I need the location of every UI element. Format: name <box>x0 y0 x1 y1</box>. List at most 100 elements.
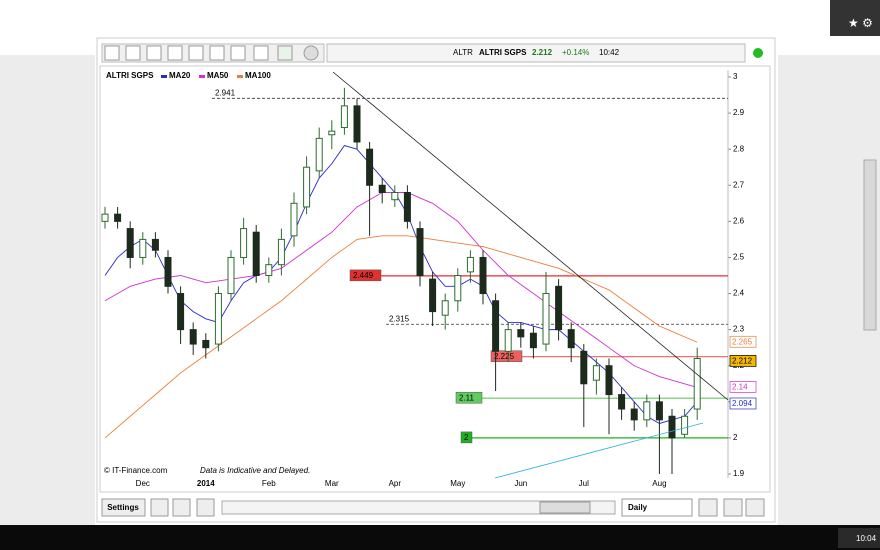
taskbar <box>0 525 880 550</box>
level-tag <box>349 269 382 282</box>
price-tag-label: 2.094 <box>732 399 753 408</box>
y-tick-label: 2.4 <box>733 289 745 298</box>
quote-box <box>326 43 746 63</box>
help-button[interactable] <box>303 45 319 61</box>
candle-body <box>240 228 248 258</box>
tray <box>838 528 880 548</box>
candle-body <box>202 339 210 349</box>
settings-button[interactable] <box>101 498 146 517</box>
scrollbar[interactable] <box>863 159 877 331</box>
print-button[interactable] <box>196 498 215 517</box>
zoom-in-button[interactable] <box>745 498 765 517</box>
level-label: 2.225 <box>494 352 515 361</box>
y-tick-label: 2 <box>733 433 738 442</box>
settings-label[interactable]: Settings <box>107 503 139 512</box>
zoom-tool[interactable] <box>125 45 141 61</box>
candle-body <box>517 329 525 338</box>
candle-body <box>366 148 374 186</box>
level-label: 2.11 <box>459 393 475 402</box>
candle-body <box>529 332 537 349</box>
level-label: 2.941 <box>215 88 236 97</box>
candle-body <box>277 238 285 266</box>
candle-body <box>492 300 500 352</box>
y-tick-label: 2.7 <box>733 180 745 189</box>
y-tick-label: 2.9 <box>733 108 745 117</box>
disclaimer: Data is Indicative and Delayed. <box>200 466 310 475</box>
candle-body <box>164 256 172 287</box>
zoom-out-button[interactable] <box>723 498 743 517</box>
left-panel <box>0 55 95 525</box>
level-label: 2.315 <box>389 314 410 323</box>
name: ALTRI SGPS <box>479 48 527 57</box>
candle-body <box>592 365 600 381</box>
scroll-thumb[interactable] <box>539 501 591 514</box>
clock: 10:04 <box>856 534 877 543</box>
legend-swatch <box>199 75 205 78</box>
legend-label: MA50 <box>207 71 229 80</box>
y-tick-label: 2.5 <box>733 253 745 262</box>
candle-body <box>303 166 311 208</box>
delete-tool[interactable] <box>253 45 269 61</box>
line-tool[interactable] <box>146 45 162 61</box>
x-tick-label: Dec <box>136 479 150 488</box>
pencil-tool[interactable] <box>230 45 246 61</box>
trend-line <box>332 71 729 401</box>
candle-body <box>403 191 411 222</box>
candle-body <box>328 130 336 136</box>
candle-body <box>466 256 474 273</box>
level-tag <box>455 391 483 404</box>
price-tag-label: 2.265 <box>732 337 753 346</box>
y-tick-label: 1.9 <box>733 469 745 478</box>
candle-body <box>101 213 109 222</box>
ma-line <box>104 235 698 439</box>
x-tick-label: 2014 <box>197 479 215 488</box>
candle-body <box>189 329 197 345</box>
toolbar: ALTR ALTRI SGPS 2.212 +0.14% 10:42 <box>101 43 763 63</box>
fib-tool[interactable] <box>188 45 204 61</box>
candle-body <box>340 105 348 129</box>
candle-body <box>630 408 638 421</box>
chart-type-button[interactable] <box>150 498 169 517</box>
window-buttons[interactable] <box>830 0 880 36</box>
candle-body <box>567 329 575 349</box>
candle-body <box>618 394 626 410</box>
time-scroll[interactable] <box>221 500 616 515</box>
candle-body <box>151 238 159 251</box>
compare-tool[interactable] <box>277 45 293 61</box>
pointer-tool[interactable] <box>104 45 120 61</box>
candle-body <box>126 228 134 258</box>
copyright: © IT-Finance.com <box>104 466 168 475</box>
period-label[interactable]: Daily <box>628 503 648 512</box>
bottom-bar: Settings Daily <box>101 498 765 517</box>
candle-body <box>378 184 386 193</box>
candle-body <box>542 293 550 345</box>
symbol: ALTR <box>453 48 473 57</box>
x-tick-label: Apr <box>389 479 402 488</box>
hline-tool[interactable] <box>167 45 183 61</box>
star-icon[interactable]: ★ ⚙ <box>848 16 873 30</box>
level-label: 2.449 <box>353 271 374 280</box>
period-select[interactable] <box>621 498 693 517</box>
price-tag-label: 2.14 <box>732 382 748 391</box>
zoom-fit-button[interactable] <box>698 498 718 517</box>
plot: 1.922.12.22.32.42.52.62.72.82.93Dec2014F… <box>101 70 757 488</box>
price: 2.212 <box>532 48 553 57</box>
candle-body <box>454 275 462 302</box>
candle-body <box>655 401 663 421</box>
candle-body <box>504 329 512 352</box>
ma-line <box>104 145 698 424</box>
change: +0.14% <box>562 48 589 57</box>
candle-body <box>315 137 323 172</box>
candle-body <box>643 401 651 421</box>
candle-body <box>265 264 273 277</box>
candle-body <box>668 415 676 439</box>
legend-label: MA20 <box>169 71 191 80</box>
candle-body <box>580 350 588 385</box>
candle-body <box>555 285 563 331</box>
right-panel <box>778 55 880 525</box>
candle-body <box>214 293 222 345</box>
candle-body <box>681 415 689 435</box>
channel-tool[interactable] <box>209 45 225 61</box>
save-button[interactable] <box>172 498 191 517</box>
